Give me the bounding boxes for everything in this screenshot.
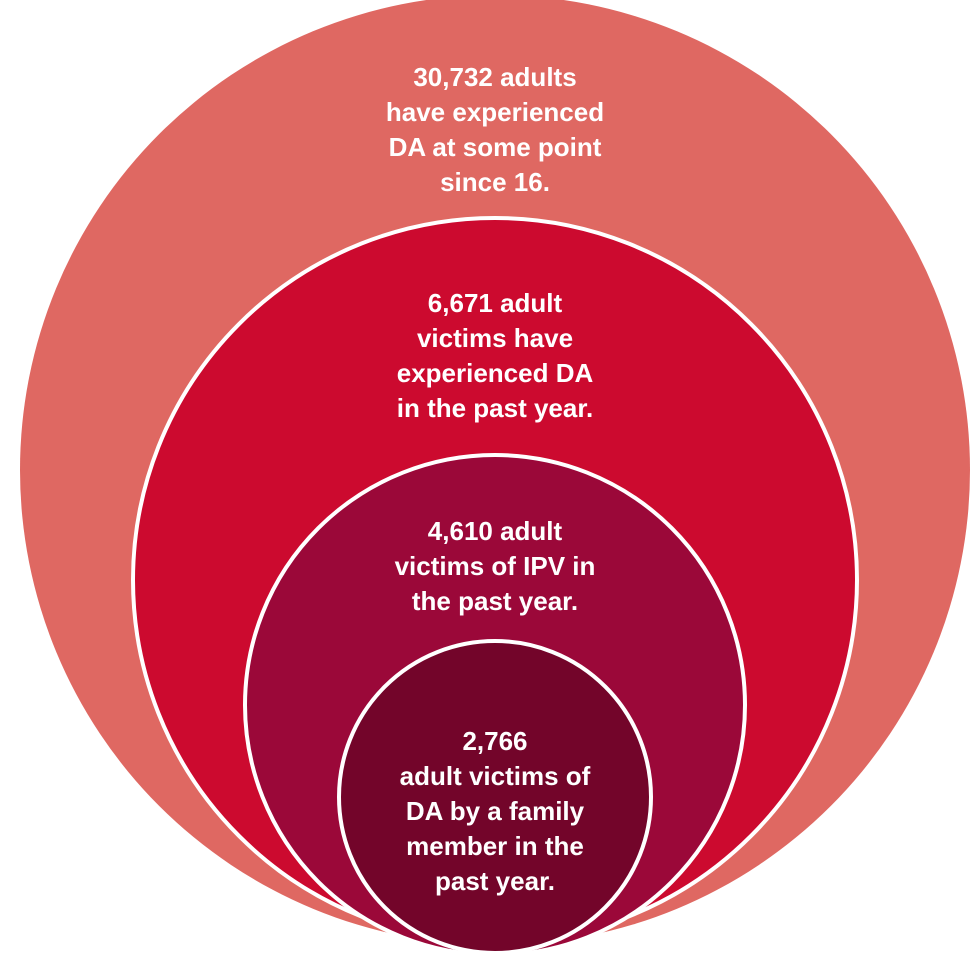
label-line: victims of IPV in	[394, 551, 596, 581]
label-line: DA by a family	[405, 796, 585, 826]
label-line: member in the	[406, 831, 584, 861]
label-line: 4,610 adult	[427, 516, 563, 546]
label-line: 6,671 adult	[427, 288, 563, 318]
second-circle-label: 6,671 adult victims have experienced DA …	[345, 286, 645, 426]
label-line: DA at some point	[388, 132, 602, 162]
third-circle-label: 4,610 adult victims of IPV in the past y…	[345, 514, 645, 619]
label-line: 30,732 adults	[413, 62, 577, 92]
label-line: victims have	[416, 323, 574, 353]
label-line: have experienced	[385, 97, 605, 127]
label-line: the past year.	[411, 586, 579, 616]
inner-circle	[337, 639, 653, 953]
label-line: 2,766	[462, 726, 528, 756]
label-line: experienced DA	[396, 358, 594, 388]
label-line: past year.	[435, 866, 555, 896]
label-line: adult victims of	[399, 761, 591, 791]
label-line: in the past year.	[396, 393, 594, 423]
inner-circle-label: 2,766 adult victims of DA by a family me…	[345, 724, 645, 899]
outer-circle-label: 30,732 adults have experienced DA at som…	[345, 60, 645, 200]
label-line: since 16.	[440, 167, 550, 197]
